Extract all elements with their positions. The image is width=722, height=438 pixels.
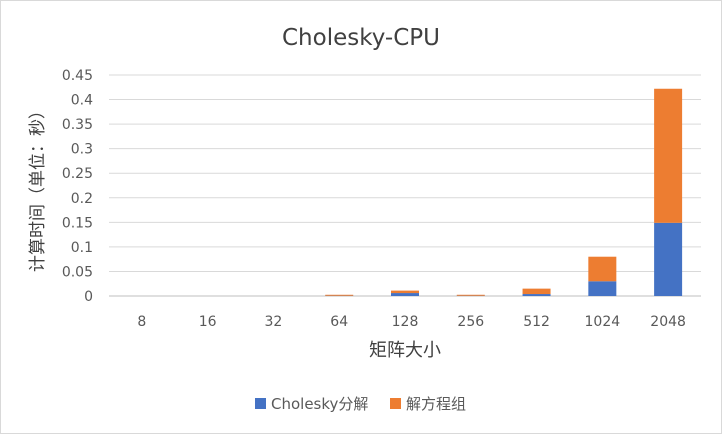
bar-solve-128 [391,291,419,293]
x-tick-label: 32 [265,314,283,330]
bar-decomposition-128 [391,293,419,296]
y-tick-label: 0.4 [71,93,93,109]
legend-label: 解方程组 [406,395,466,413]
bar-decomposition-512 [523,294,551,296]
y-tick-label: 0.2 [71,191,93,207]
bar-solve-512 [523,289,551,294]
bar-decomposition-2048 [654,223,682,296]
y-tick-label: 0.25 [62,166,93,182]
bar-solve-2048 [654,89,682,223]
bar-decomposition-1024 [588,281,616,296]
legend: Cholesky分解 解方程组 [255,395,466,413]
legend-label: Cholesky分解 [271,395,368,413]
x-tick-label: 1024 [585,314,621,330]
x-tick-label: 64 [330,314,348,330]
x-tick-label: 8 [137,314,146,330]
y-tick-label: 0.15 [62,215,93,231]
y-tick-label: 0.3 [71,142,93,158]
y-axis-label: 计算时间（单位：秒） [28,102,48,272]
x-tick-label: 16 [199,314,217,330]
legend-swatch [255,398,266,409]
y-tick-label: 0.05 [62,264,93,280]
y-tick-label: 0.35 [62,117,93,133]
x-tick-label: 256 [457,314,484,330]
y-tick-label: 0 [84,289,93,305]
bar-solve-64 [325,295,353,296]
legend-swatch [390,398,401,409]
bar-solve-1024 [588,257,616,282]
x-tick-label: 128 [392,314,419,330]
x-tick-label: 512 [523,314,550,330]
x-tick-label: 2048 [650,314,686,330]
chart-title: Cholesky-CPU [282,25,440,51]
y-tick-label: 0.45 [62,68,93,84]
bar-solve-256 [457,295,485,296]
x-axis-label: 矩阵大小 [369,340,441,361]
y-tick-label: 0.1 [71,240,93,256]
